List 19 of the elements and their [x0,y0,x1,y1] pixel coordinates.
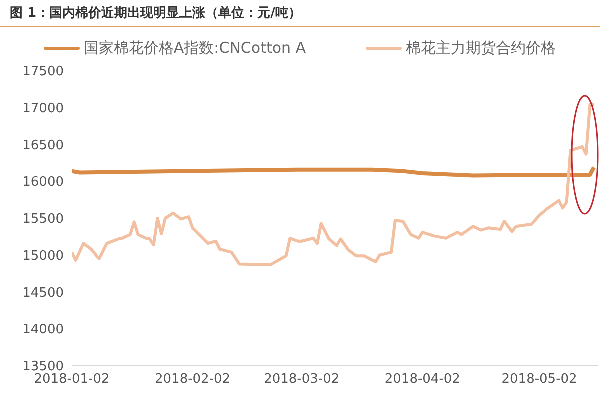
chart-title: 图 1：国内棉价近期出现明显上涨（单位：元/吨） [0,0,600,27]
y-tick-label: 16500 [22,138,64,154]
line-series [72,103,596,266]
legend-label: 棉花主力期货合约价格 [406,38,556,58]
y-tick-label: 14500 [22,286,64,301]
y-tick-label: 15500 [22,212,64,228]
y-tick-label: 13500 [22,360,64,375]
y-tick-label: 17000 [22,101,64,116]
y-tick-label: 15000 [22,248,64,264]
x-tick-label: 2018-05-02 [502,372,578,388]
y-tick-label: 17500 [22,64,64,80]
x-tick-label: 2018-04-02 [384,372,460,388]
y-tick-label: 14000 [22,322,64,338]
legend-label: 国家棉花价格A指数:CNCotton A [84,38,306,58]
line-series [72,166,596,178]
x-tick-label: 2018-03-02 [264,372,340,388]
y-tick-label: 16000 [22,175,64,190]
x-tick-label: 2018-02-02 [155,372,231,388]
x-tick-label: 2018-01-02 [34,372,110,388]
